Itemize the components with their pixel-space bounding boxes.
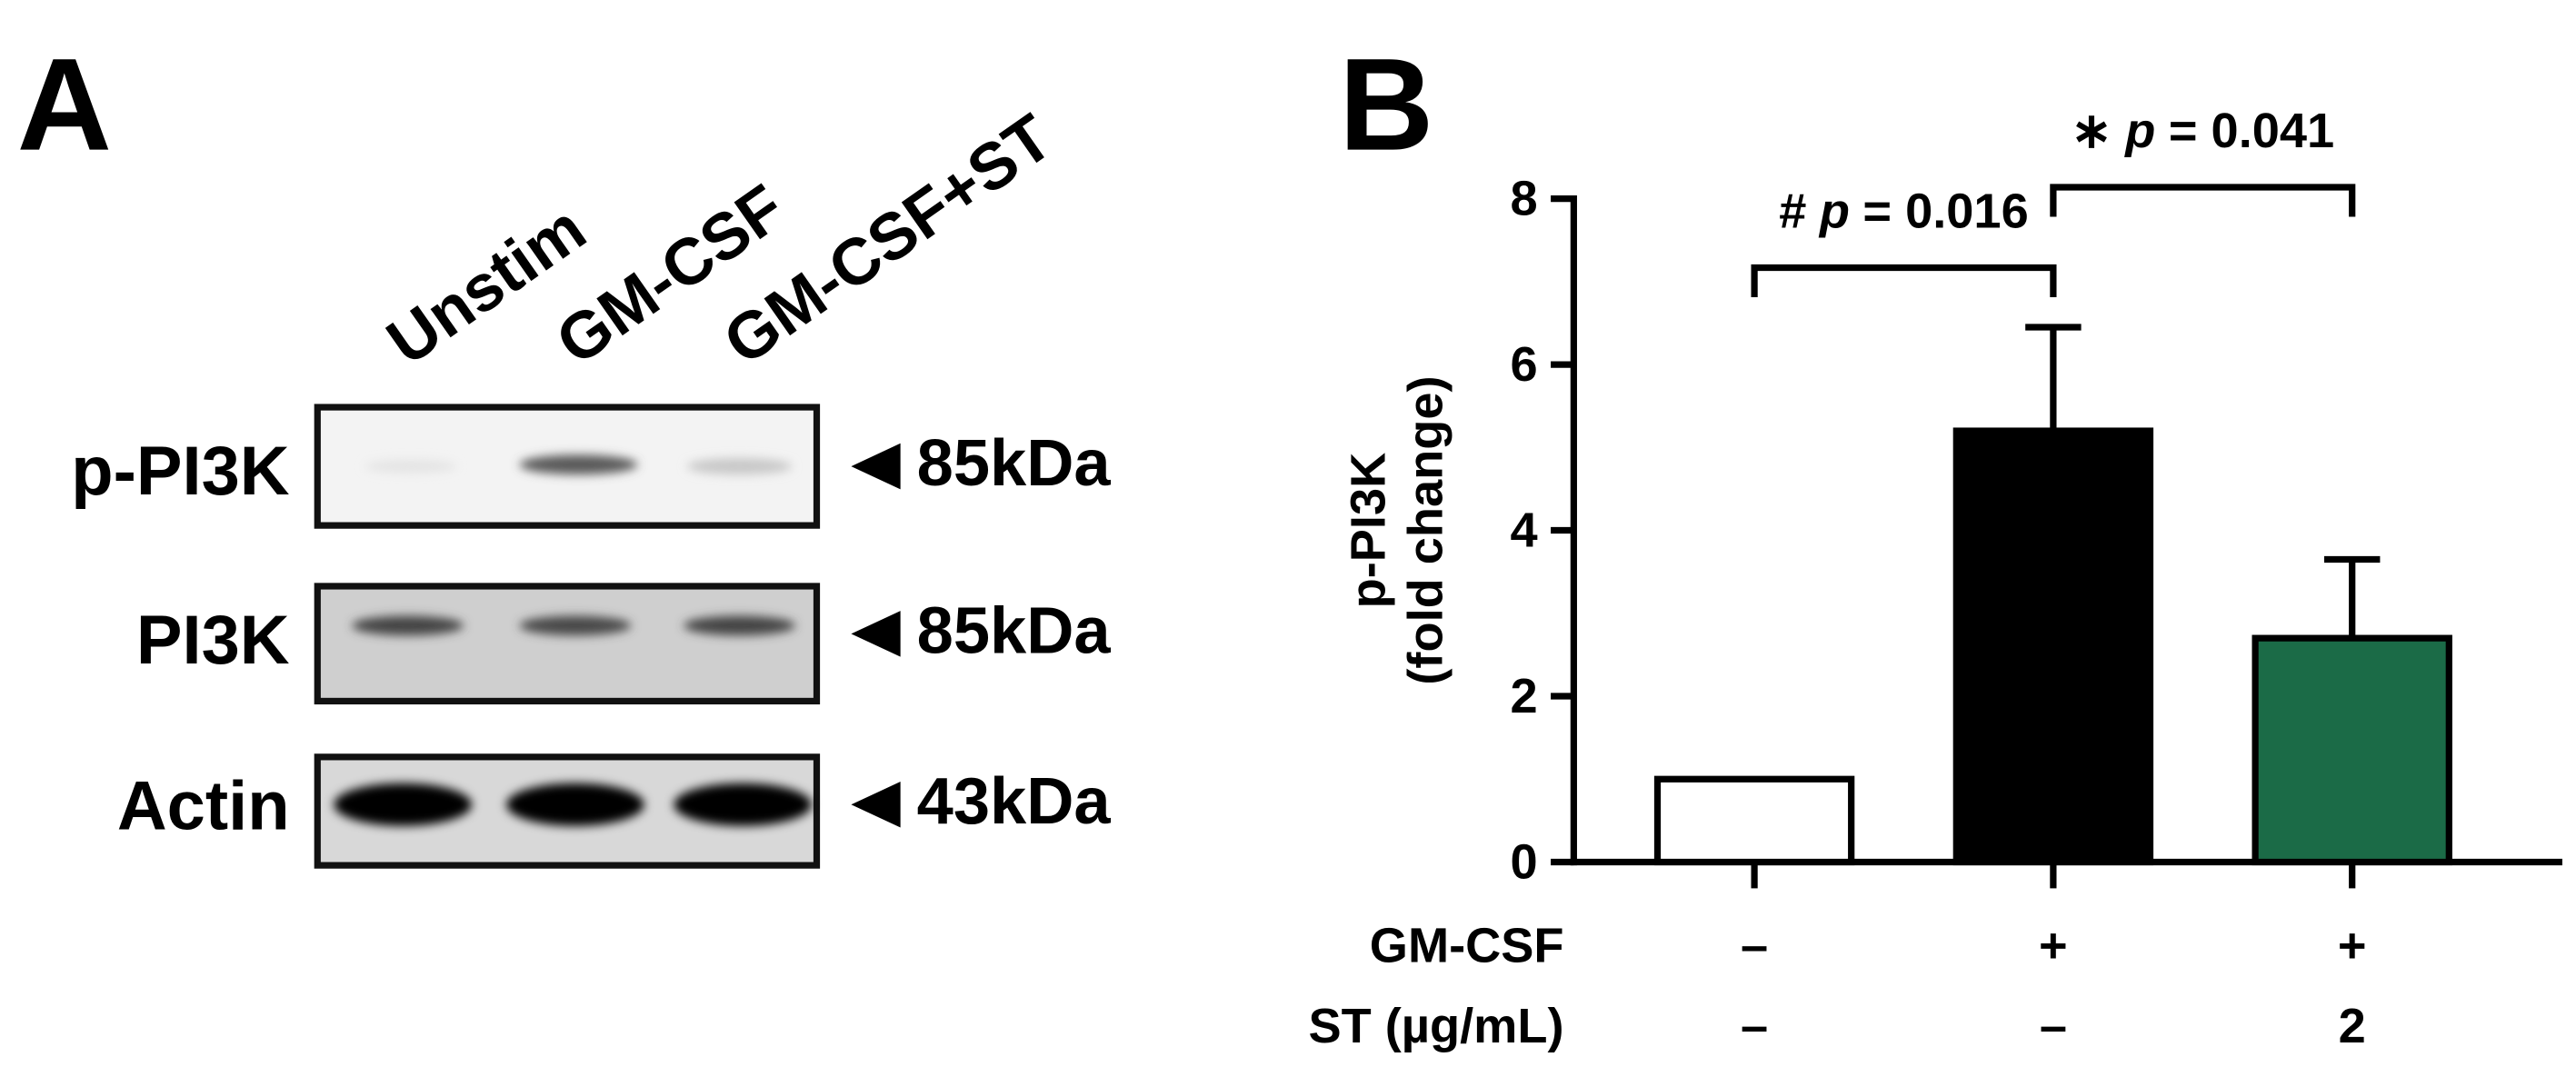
bands — [364, 454, 793, 475]
significance-text: = 0.016 — [1862, 184, 2028, 239]
significance-stat: p — [2123, 104, 2155, 158]
blot-label: Actin — [117, 768, 290, 845]
condition-name: GM-CSF — [1370, 919, 1564, 973]
condition-value: – — [2040, 999, 2067, 1053]
significance-label: # p = 0.016 — [1779, 184, 2028, 239]
y-axis-label: (fold change) — [1399, 375, 1453, 684]
arrow — [851, 781, 901, 828]
bar — [2252, 634, 2452, 866]
size-label: 43kDa — [917, 765, 1112, 838]
bar — [1653, 775, 1855, 866]
condition-value: + — [2338, 919, 2367, 973]
significance-symbol: ∗ — [2071, 104, 2112, 158]
condition-value: – — [1741, 919, 1768, 973]
blot-label: PI3K — [136, 602, 290, 679]
arrow — [851, 443, 901, 490]
condition-value: – — [1741, 999, 1768, 1053]
size-label: 85kDa — [917, 427, 1112, 500]
panel-label: A — [17, 31, 112, 178]
arrow — [851, 611, 901, 657]
bands — [334, 783, 813, 826]
y-tick-label: 2 — [1510, 669, 1537, 723]
size-label: 85kDa — [917, 594, 1112, 667]
blot-box — [314, 583, 821, 705]
panel-label: B — [1339, 31, 1433, 178]
bands — [352, 615, 796, 636]
condition-name: ST (µg/mL) — [1308, 999, 1563, 1053]
y-tick-label: 0 — [1510, 834, 1537, 889]
significance-label: ∗ p = 0.041 — [2071, 104, 2334, 158]
condition-value: + — [2039, 919, 2068, 973]
y-tick-label: 6 — [1510, 337, 1537, 392]
y-tick-label: 8 — [1510, 172, 1537, 226]
significance-symbol: # — [1779, 184, 1806, 239]
significance-stat: p — [1818, 184, 1850, 239]
blot-label: p-PI3K — [71, 433, 289, 510]
condition-value: 2 — [2339, 999, 2366, 1053]
significance-bracket — [1751, 264, 2057, 298]
bar — [1952, 427, 2154, 866]
y-tick-label: 4 — [1510, 503, 1537, 557]
significance-text: = 0.041 — [2169, 104, 2334, 158]
significance-bracket — [2050, 184, 2356, 217]
y-axis-label: p-PI3K — [1341, 453, 1395, 609]
